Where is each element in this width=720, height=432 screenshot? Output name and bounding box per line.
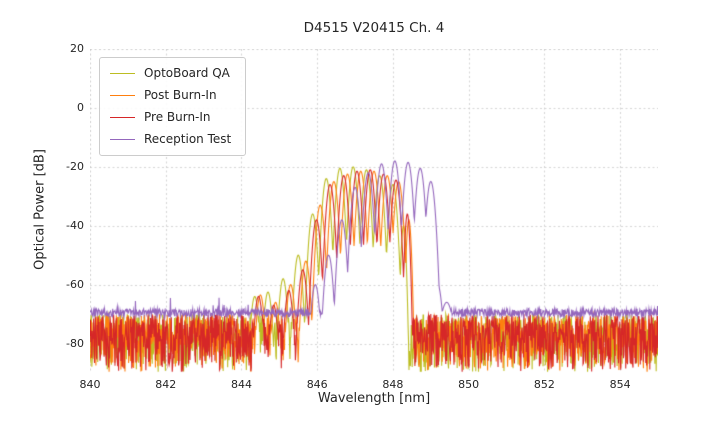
legend-line-swatch [110,139,135,140]
x-tick-label: 854 [609,378,631,391]
y-tick-label: 20 [70,42,84,55]
x-axis-label: Wavelength [nm] [317,391,431,406]
x-tick-label: 842 [155,378,177,391]
x-tick-label: 850 [458,378,480,391]
legend-label: Pre Burn-In [144,110,211,124]
x-tick-label: 848 [382,378,404,391]
y-tick-label: -60 [66,277,84,291]
x-tick-label: 840 [79,378,101,391]
x-tick-label: 846 [306,378,328,391]
legend-line-swatch [110,117,135,118]
legend-line-swatch [110,95,135,96]
legend-label: Reception Test [144,132,232,146]
y-tick-label: -20 [66,159,84,173]
legend-item: Pre Burn-In [110,110,231,125]
legend-label: OptoBoard QA [144,66,230,80]
y-tick-label: 0 [77,100,84,114]
legend: OptoBoard QA Post Burn-In Pre Burn-In Recep… [99,57,247,156]
legend-item: Reception Test [110,132,231,147]
legend-item: OptoBoard QA [110,66,231,81]
y-tick-label: -40 [66,218,84,232]
legend-line-swatch [110,73,135,74]
legend-item: Post Burn-In [110,88,231,103]
x-tick-label: 844 [230,378,252,391]
x-tick-label: 852 [533,378,555,391]
chart-title: D4515 V20415 Ch. 4 [303,20,445,36]
y-tick-label: -80 [66,336,84,350]
legend-label: Post Burn-In [144,88,217,102]
